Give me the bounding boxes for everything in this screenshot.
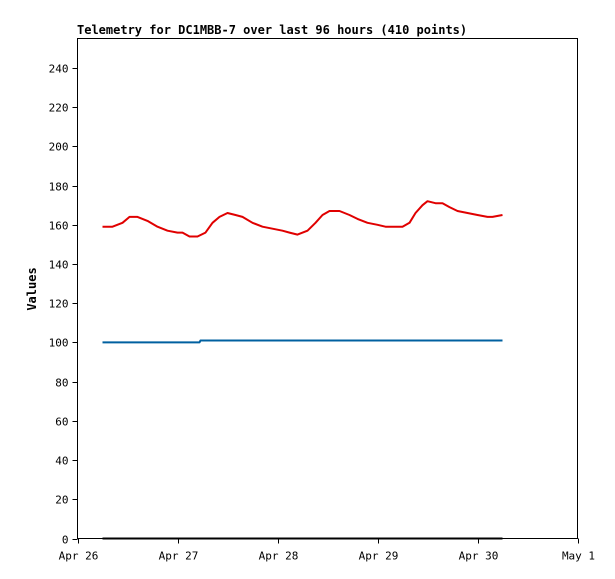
chart-title: Telemetry for DC1MBB-7 over last 96 hour… <box>77 23 467 37</box>
x-tick-label: Apr 28 <box>259 550 299 563</box>
y-tick-label: 40 <box>55 455 68 468</box>
y-axis: 0 20 40 60 80 100 120 140 160 180 200 220 240 <box>49 63 78 547</box>
y-tick-label: 120 <box>49 298 69 311</box>
series-line-0 <box>102 200 503 238</box>
y-tick-label: 100 <box>49 337 69 350</box>
y-tick-label: 220 <box>49 102 69 115</box>
y-tick-label: 140 <box>49 259 69 272</box>
y-tick-label: 200 <box>49 141 69 154</box>
y-tick-label: 240 <box>49 63 69 76</box>
x-tick-label: Apr 29 <box>359 550 399 563</box>
x-tick-label: Apr 30 <box>459 550 499 563</box>
series-layer <box>102 200 503 540</box>
y-tick-label: 20 <box>55 494 68 507</box>
y-tick-label: 180 <box>49 181 69 194</box>
x-tick-label: May 1 <box>562 550 595 563</box>
x-axis: Apr 26 Apr 27 Apr 28 Apr 29 Apr 30 May 1 <box>59 538 595 563</box>
series-line-1 <box>102 339 503 344</box>
y-tick-label: 60 <box>55 416 68 429</box>
y-tick-label: 80 <box>55 377 68 390</box>
y-tick-label: 160 <box>49 220 69 233</box>
y-axis-label: Values <box>25 267 39 310</box>
plot-area-frame <box>77 38 578 539</box>
y-tick-label: 0 <box>62 534 69 547</box>
x-tick-label: Apr 26 <box>59 550 99 563</box>
x-tick-label: Apr 27 <box>159 550 199 563</box>
